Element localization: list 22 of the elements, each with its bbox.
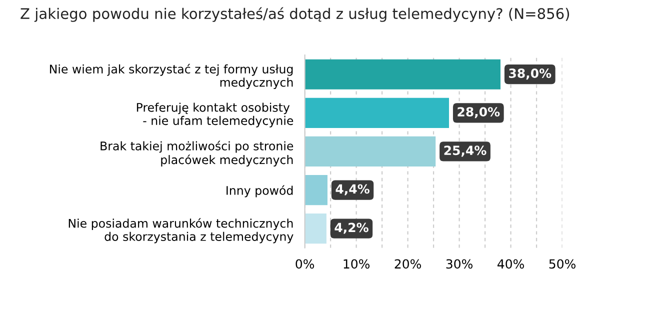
- data-label: 4,4%: [336, 184, 370, 196]
- bar: [304, 174, 328, 206]
- chart-title: Z jakiego powodu nie korzystałeś/aś dotąd z usług telemedycyny? (N=856): [20, 7, 570, 22]
- data-label: 28,0%: [458, 107, 500, 118]
- bar: [304, 59, 500, 90]
- y-tick-label: Nie wiem jak skorzystać z tej formy usług medycznych: [50, 64, 293, 90]
- x-tick-label: 10%: [344, 259, 370, 269]
- data-label: 4,2%: [334, 222, 368, 234]
- x-tick-label: 30%: [446, 259, 472, 269]
- y-tick-label: Brak takiej możliwości po stronie placówek medycznych: [100, 140, 294, 166]
- x-tick-label: 50%: [549, 259, 576, 269]
- x-tick-label: 40%: [498, 259, 524, 269]
- x-tick-label: 20%: [394, 259, 422, 269]
- y-tick-label: Preferuję kontakt osobisty - nie ufam telemedycynie: [136, 102, 294, 128]
- bar: [304, 98, 449, 128]
- data-label: 38,0%: [509, 68, 552, 80]
- y-tick-label: Inny powód: [226, 185, 293, 198]
- y-tick-label: Nie posiadam warunków technicznych do skorzystania z telemedycyny: [68, 218, 294, 244]
- x-tick-label: 0%: [296, 259, 314, 269]
- bar: [304, 136, 436, 167]
- bar: [304, 214, 326, 244]
- data-label: 25,4%: [444, 146, 486, 157]
